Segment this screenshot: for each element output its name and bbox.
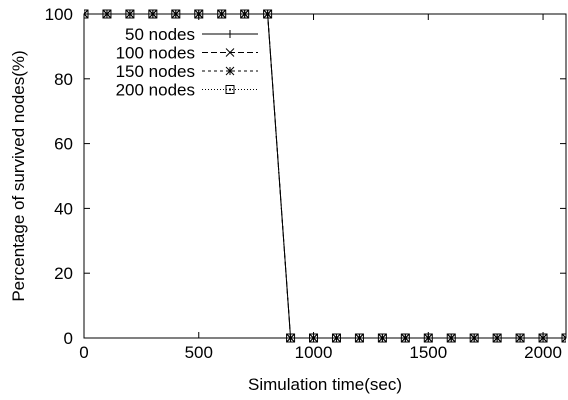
legend-swatch-marker bbox=[226, 30, 234, 38]
legend-entry: 150 nodes bbox=[116, 62, 258, 81]
legend-label: 100 nodes bbox=[116, 44, 195, 63]
legend-entry: 100 nodes bbox=[116, 44, 258, 63]
y-tick-label: 100 bbox=[45, 5, 73, 24]
y-tick-label: 0 bbox=[64, 329, 73, 348]
x-tick-label: 1500 bbox=[409, 343, 447, 362]
x-tick-label: 1000 bbox=[295, 343, 333, 362]
legend-entry: 50 nodes bbox=[125, 25, 258, 44]
x-tick-label: 500 bbox=[185, 343, 213, 362]
y-tick-label: 80 bbox=[54, 70, 73, 89]
legend-label: 50 nodes bbox=[125, 25, 195, 44]
x-tick-label: 0 bbox=[79, 343, 88, 362]
legend-swatch-marker bbox=[225, 48, 235, 57]
x-axis-label: Simulation time(sec) bbox=[248, 375, 402, 394]
legend-label: 150 nodes bbox=[116, 62, 195, 81]
axis-ticks: 0 500 1000 1500 2000 0 20 40 60 80 100 bbox=[45, 5, 566, 362]
y-tick-label: 40 bbox=[54, 199, 73, 218]
legend-label: 200 nodes bbox=[116, 81, 195, 100]
legend-swatch-marker bbox=[225, 85, 235, 94]
plot-frame bbox=[83, 13, 567, 339]
y-axis-label: Percentage of survived nodes(%) bbox=[9, 50, 28, 301]
y-tick-label: 20 bbox=[54, 264, 73, 283]
x-tick-label: 2000 bbox=[524, 343, 562, 362]
y-tick-label: 60 bbox=[54, 135, 73, 154]
legend-swatch-marker bbox=[225, 66, 235, 76]
legend-entry: 200 nodes bbox=[116, 81, 258, 100]
